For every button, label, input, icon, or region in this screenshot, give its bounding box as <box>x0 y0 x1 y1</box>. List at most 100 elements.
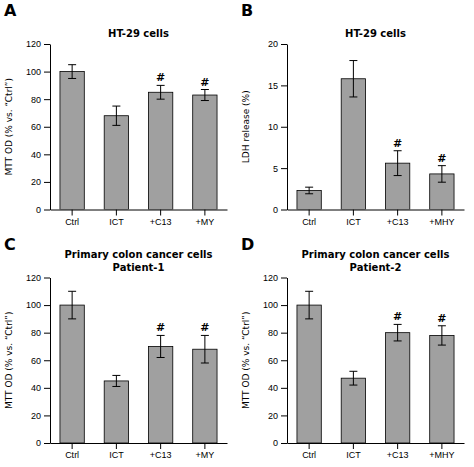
annotation: # <box>200 76 209 89</box>
x-tick-mark <box>309 443 310 449</box>
y-tick-label: 40 <box>31 383 41 393</box>
x-axis-line <box>288 443 465 444</box>
y-tick: 100 <box>26 67 50 77</box>
x-tick-label: +MHY <box>429 450 454 460</box>
y-tick-mark <box>44 154 50 155</box>
bar <box>104 116 128 210</box>
y-axis-line <box>287 45 288 211</box>
x-tick-label: +MY <box>195 217 214 227</box>
y-axis-title: MTT OD (% vs. “Ctrl”) <box>4 78 14 176</box>
x-tick-label: Ctrl <box>302 217 316 227</box>
error-bar <box>394 324 402 341</box>
x-tick: +MHY <box>429 210 454 227</box>
y-tick: 80 <box>31 328 50 338</box>
panel: 05101520CtrlICT+C13+MHYLDH release (%)HT… <box>241 1 465 227</box>
y-tick-label: 15 <box>268 81 278 91</box>
x-tick: +MY <box>195 210 214 227</box>
plot-area: 020406080100120CtrlICT+C13+MHYMTT OD (% … <box>241 249 465 461</box>
x-axis: CtrlICT+C13+MY <box>51 443 228 460</box>
y-tick: 0 <box>273 438 287 448</box>
x-tick-mark <box>72 443 73 449</box>
error-bar <box>68 291 76 319</box>
y-tick-mark <box>281 388 287 389</box>
error-bar <box>349 371 357 385</box>
x-tick-label: Ctrl <box>302 450 316 460</box>
bar <box>341 79 365 210</box>
y-tick-mark <box>44 72 50 73</box>
annotation: # <box>156 321 165 334</box>
x-tick-label: Ctrl <box>65 217 79 227</box>
bar <box>341 378 365 443</box>
plot-area: 05101520CtrlICT+C13+MHYLDH release (%)HT… <box>241 28 465 227</box>
panel-label: B <box>241 1 253 20</box>
error-bar <box>112 106 120 125</box>
y-tick: 5 <box>273 164 287 174</box>
panel-label: A <box>4 1 17 20</box>
bar <box>104 381 128 443</box>
marks <box>60 65 217 210</box>
panel: 020406080100120CtrlICT+C13+MYMTT OD (% v… <box>4 235 228 461</box>
y-tick: 20 <box>31 411 50 421</box>
y-tick: 0 <box>273 205 287 215</box>
y-tick-label: 80 <box>268 328 278 338</box>
error-bar <box>438 166 446 183</box>
error-bar <box>349 61 357 97</box>
x-tick: +MHY <box>429 443 454 460</box>
marks <box>60 291 217 443</box>
y-tick-mark <box>44 415 50 416</box>
title: Primary colon cancer cells <box>65 249 213 260</box>
x-tick: +C13 <box>150 210 172 227</box>
y-tick-mark <box>44 360 50 361</box>
x-axis: CtrlICT+C13+MHY <box>288 210 465 227</box>
annotation: # <box>200 321 209 334</box>
y-tick-mark <box>281 360 287 361</box>
x-tick-mark <box>116 210 117 216</box>
bar <box>148 346 172 443</box>
y-tick: 40 <box>268 383 287 393</box>
error-bar <box>305 291 313 319</box>
bar <box>60 305 84 443</box>
y-tick: 80 <box>31 95 50 105</box>
x-tick: Ctrl <box>302 210 316 227</box>
y-tick-mark <box>44 333 50 334</box>
y-tick-label: 0 <box>273 438 278 448</box>
plot-area: 020406080100120CtrlICT+C13+MYMTT OD (% v… <box>4 28 228 227</box>
y-tick-mark <box>281 443 287 444</box>
y-tick-label: 100 <box>26 300 41 310</box>
x-tick-label: +C13 <box>387 217 409 227</box>
y-tick: 0 <box>36 438 50 448</box>
x-tick-mark <box>204 443 205 449</box>
bar <box>297 305 321 443</box>
annotation: # <box>156 71 165 84</box>
x-tick: ICT <box>109 210 124 227</box>
error-bar <box>157 85 165 99</box>
annotation: # <box>437 152 446 165</box>
title: HT-29 cells <box>108 28 169 39</box>
x-tick-mark <box>204 210 205 216</box>
error-bar <box>201 335 209 363</box>
error-bar <box>305 187 313 194</box>
x-tick-mark <box>160 443 161 449</box>
x-axis-line <box>51 210 228 211</box>
x-axis: Ctrl ICT +C13 +MY <box>51 210 228 227</box>
x-tick-mark <box>441 443 442 449</box>
y-tick-label: 40 <box>268 383 278 393</box>
y-tick-mark <box>44 182 50 183</box>
figure: 020406080100120CtrlICT+C13+MYMTT OD (% v… <box>0 0 474 467</box>
title: HT-29 cells <box>345 28 406 39</box>
x-tick-label: ICT <box>346 450 361 460</box>
y-axis: 05101520 <box>268 39 288 215</box>
y-tick: 40 <box>31 383 50 393</box>
x-tick: ICT <box>109 443 124 460</box>
bar <box>430 335 454 443</box>
bar <box>193 95 217 209</box>
y-tick-mark <box>44 305 50 306</box>
y-tick-label: 60 <box>31 122 41 132</box>
x-tick-mark <box>160 210 161 216</box>
x-tick-mark <box>309 210 310 216</box>
x-tick: +C13 <box>387 210 409 227</box>
y-tick: 120 <box>26 39 50 49</box>
y-tick: 20 <box>31 177 50 187</box>
y-tick-label: 10 <box>268 122 278 132</box>
y-tick: 60 <box>31 356 50 366</box>
